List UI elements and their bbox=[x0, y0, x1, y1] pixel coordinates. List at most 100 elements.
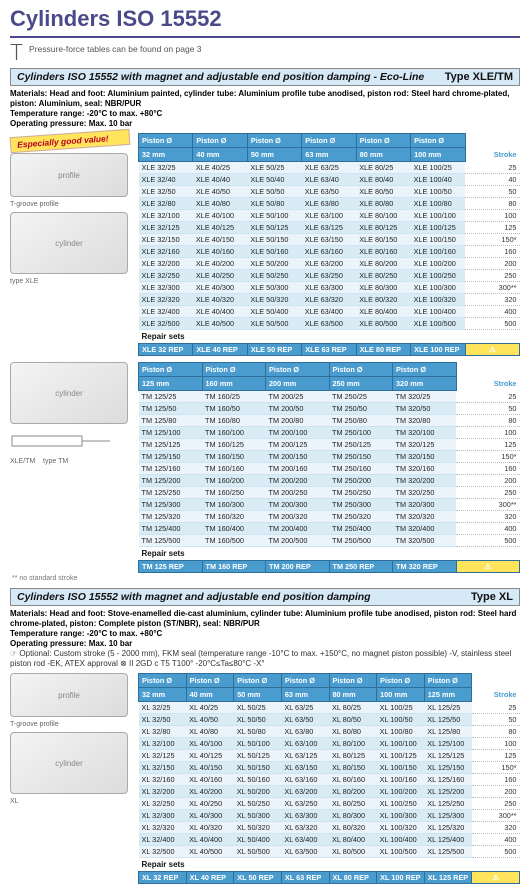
col-subheader: 63 mm bbox=[281, 688, 329, 702]
part-cell: TM 160/250 bbox=[202, 487, 266, 499]
stroke-cell: 500 bbox=[472, 846, 520, 858]
stroke-cell: 320 bbox=[472, 822, 520, 834]
table-row: XL 32/500XL 40/500XL 50/500XL 63/500XL 8… bbox=[139, 846, 520, 858]
col-subheader: 125 mm bbox=[139, 377, 203, 391]
part-cell: XL 125/200 bbox=[424, 786, 472, 798]
part-cell: XLE 50/250 bbox=[247, 270, 301, 282]
part-cell: XL 40/150 bbox=[186, 762, 234, 774]
part-cell: TM 125/150 bbox=[139, 451, 203, 463]
part-cell: TM 160/160 bbox=[202, 463, 266, 475]
part-cell: TM 200/200 bbox=[266, 475, 330, 487]
part-cell: TM 160/100 bbox=[202, 427, 266, 439]
repair-cell: XLE 80 REP bbox=[356, 344, 410, 356]
table-row: XLE 32/400XLE 40/400XLE 50/400XLE 63/400… bbox=[139, 306, 520, 318]
part-cell: XLE 100/300 bbox=[411, 282, 465, 294]
part-cell: XLE 40/320 bbox=[193, 294, 247, 306]
stroke-cell: 50 bbox=[472, 714, 520, 726]
part-cell: XLE 80/50 bbox=[356, 186, 410, 198]
table-row: XLE 32/50XLE 40/50XLE 50/50XLE 63/50XLE … bbox=[139, 186, 520, 198]
part-cell: XL 100/400 bbox=[377, 834, 425, 846]
product-image: profile bbox=[10, 153, 128, 197]
col-subheader: 200 mm bbox=[266, 377, 330, 391]
part-cell: TM 320/50 bbox=[393, 403, 457, 415]
stroke-cell: 80 bbox=[472, 726, 520, 738]
data-table: Piston ØPiston ØPiston ØPiston ØPiston Ø… bbox=[138, 362, 520, 573]
part-cell: XL 50/300 bbox=[234, 810, 282, 822]
img-caption: XL bbox=[10, 798, 130, 805]
table-row: TM 125/125TM 160/125TM 200/125TM 250/125… bbox=[139, 439, 520, 451]
stroke-cell: 125 bbox=[465, 222, 519, 234]
repair-cell: XLE 100 REP bbox=[411, 344, 465, 356]
col-subheader: 100 mm bbox=[377, 688, 425, 702]
stroke-cell: 250 bbox=[465, 270, 519, 282]
repair-cell: XL 40 REP bbox=[186, 872, 234, 884]
repair-cell: TM 200 REP bbox=[266, 561, 330, 573]
part-cell: XLE 32/300 bbox=[139, 282, 193, 294]
stroke-cell: 320 bbox=[465, 294, 519, 306]
part-cell: XL 125/80 bbox=[424, 726, 472, 738]
part-cell: XLE 50/320 bbox=[247, 294, 301, 306]
col-subheader: 80 mm bbox=[356, 148, 410, 162]
table-row: TM 125/25TM 160/25TM 200/25TM 250/25TM 3… bbox=[139, 391, 520, 403]
part-cell: XL 50/400 bbox=[234, 834, 282, 846]
col-header: Piston Ø bbox=[139, 134, 193, 148]
part-cell: TM 250/50 bbox=[329, 403, 393, 415]
part-cell: XLE 40/160 bbox=[193, 246, 247, 258]
repair-cell: ⚠ bbox=[465, 344, 519, 356]
repair-cell: XL 50 REP bbox=[234, 872, 282, 884]
part-cell: XLE 80/80 bbox=[356, 198, 410, 210]
table-row: XL 32/125XL 40/125XL 50/125XL 63/125XL 8… bbox=[139, 750, 520, 762]
col-header: Piston Ø bbox=[377, 674, 425, 688]
part-cell: XL 100/320 bbox=[377, 822, 425, 834]
part-cell: XLE 63/160 bbox=[302, 246, 356, 258]
part-cell: XL 50/50 bbox=[234, 714, 282, 726]
part-cell: TM 200/500 bbox=[266, 535, 330, 547]
part-cell: XLE 63/250 bbox=[302, 270, 356, 282]
part-cell: TM 125/300 bbox=[139, 499, 203, 511]
table-row: XL 32/320XL 40/320XL 50/320XL 63/320XL 8… bbox=[139, 822, 520, 834]
table-row: XL 32/400XL 40/400XL 50/400XL 63/400XL 8… bbox=[139, 834, 520, 846]
part-cell: XLE 80/400 bbox=[356, 306, 410, 318]
repair-row: XL 32 REPXL 40 REPXL 50 REPXL 63 REPXL 8… bbox=[139, 872, 520, 884]
repair-cell: XLE 32 REP bbox=[139, 344, 193, 356]
img-caption: XLE/TM type TM bbox=[10, 458, 130, 465]
part-cell: TM 320/80 bbox=[393, 415, 457, 427]
part-cell: XLE 80/25 bbox=[356, 162, 410, 174]
part-cell: XLE 40/25 bbox=[193, 162, 247, 174]
part-cell: TM 160/150 bbox=[202, 451, 266, 463]
stroke-cell: 100 bbox=[472, 738, 520, 750]
part-cell: XL 100/200 bbox=[377, 786, 425, 798]
section-header: Cylinders ISO 15552 with magnet and adju… bbox=[10, 588, 520, 606]
repair-cell: XL 125 REP bbox=[424, 872, 472, 884]
col-header: Piston Ø bbox=[202, 363, 266, 377]
part-cell: TM 160/125 bbox=[202, 439, 266, 451]
part-cell: XL 100/160 bbox=[377, 774, 425, 786]
part-cell: TM 160/500 bbox=[202, 535, 266, 547]
part-cell: XL 32/100 bbox=[139, 738, 187, 750]
table-row: TM 125/80TM 160/80TM 200/80TM 250/80TM 3… bbox=[139, 415, 520, 427]
part-cell: XL 50/150 bbox=[234, 762, 282, 774]
product-image: cylinder bbox=[10, 362, 128, 424]
part-cell: XL 40/250 bbox=[186, 798, 234, 810]
part-cell: TM 320/400 bbox=[393, 523, 457, 535]
part-cell: XLE 63/200 bbox=[302, 258, 356, 270]
part-cell: TM 125/80 bbox=[139, 415, 203, 427]
part-cell: XL 100/125 bbox=[377, 750, 425, 762]
stroke-cell: 125 bbox=[456, 439, 520, 451]
part-cell: XLE 63/25 bbox=[302, 162, 356, 174]
part-cell: XLE 63/40 bbox=[302, 174, 356, 186]
part-cell: XLE 63/80 bbox=[302, 198, 356, 210]
part-cell: TM 250/160 bbox=[329, 463, 393, 475]
part-cell: XL 32/250 bbox=[139, 798, 187, 810]
col-header: Piston Ø bbox=[281, 674, 329, 688]
product-image: cylinder bbox=[10, 212, 128, 274]
part-cell: XL 125/25 bbox=[424, 702, 472, 714]
stroke-cell: 80 bbox=[465, 198, 519, 210]
part-cell: TM 200/150 bbox=[266, 451, 330, 463]
part-cell: XL 80/400 bbox=[329, 834, 377, 846]
stroke-cell: 160 bbox=[456, 463, 520, 475]
part-cell: XLE 50/40 bbox=[247, 174, 301, 186]
img-caption: type XLE bbox=[10, 278, 130, 285]
part-cell: XLE 40/500 bbox=[193, 318, 247, 330]
table-row: TM 125/150TM 160/150TM 200/150TM 250/150… bbox=[139, 451, 520, 463]
